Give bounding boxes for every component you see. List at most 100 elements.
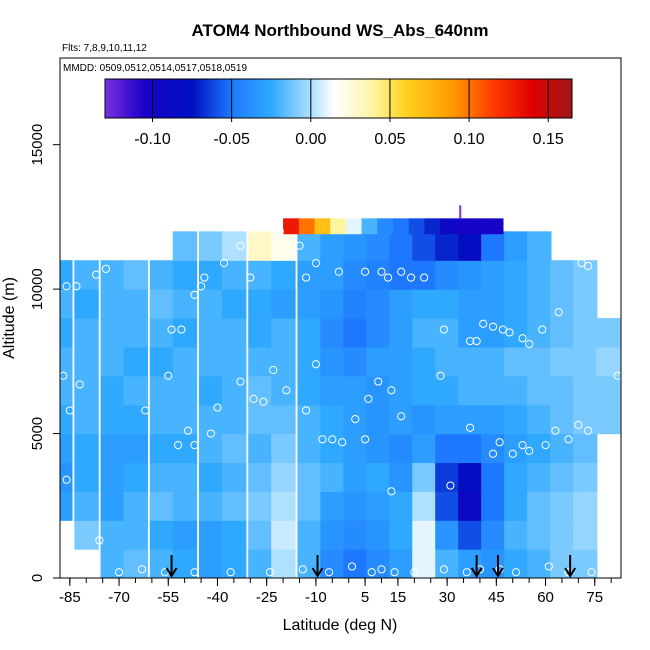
flight-point: [488, 322, 498, 331]
heatmap-cell: [320, 520, 345, 550]
y-tick-label: 10000: [29, 268, 46, 310]
heatmap-cell: [458, 260, 483, 290]
heatmap-cell: [248, 346, 273, 377]
heatmap-cell: [74, 375, 99, 406]
heatmap-cell: [271, 318, 296, 348]
flight-point: [439, 565, 448, 574]
y-axis-label: Altitude (m): [1, 277, 18, 359]
surface-arrow: [564, 555, 576, 578]
heatmap-cell: [343, 289, 368, 319]
flight-point: [338, 438, 347, 447]
heatmap-cell: [412, 375, 437, 406]
heatmap-cell: [74, 404, 99, 435]
heatmap-cell: [573, 260, 598, 290]
colorbar-tick-label: 0.10: [454, 131, 485, 148]
heatmap-cell: [550, 433, 575, 464]
heatmap-cell: [343, 318, 368, 348]
heatmap-cell: [100, 346, 126, 377]
flight-point: [607, 296, 616, 305]
heatmap-cell: [435, 520, 460, 550]
surface-arrow: [311, 555, 324, 578]
heatmap-cell: [320, 231, 345, 261]
flight-points: [60, 227, 621, 577]
heatmap-cell: [366, 289, 391, 319]
heatmap-cell: [199, 520, 224, 550]
heatmap-cell: [271, 404, 296, 435]
heatmap-cell: [412, 549, 437, 578]
heatmap-cell: [458, 404, 483, 435]
heatmap-cell: [412, 260, 437, 290]
heatmap-cell: [221, 491, 247, 521]
heatmap-cell: [123, 549, 148, 578]
heatmap-cell: [248, 433, 273, 464]
heatmap-cell: [60, 404, 73, 435]
heatmap-cell: [100, 491, 126, 521]
heatmap-cell: [550, 318, 575, 348]
heatmap-cell: [595, 404, 621, 435]
x-tick-label: -70: [108, 589, 130, 606]
heatmap-cell: [343, 520, 368, 550]
heatmap-cell: [320, 289, 345, 319]
heatmap-cell: [271, 549, 296, 578]
heatmap-cell: [343, 231, 368, 261]
heatmap-cell: [481, 375, 506, 406]
flight-point: [174, 441, 183, 450]
heatmap-cell: [74, 318, 99, 348]
heatmap-cell: [149, 289, 175, 319]
flight-point: [538, 325, 547, 334]
heatmap-cell: [389, 520, 414, 550]
heatmap-cell: [504, 404, 529, 435]
heatmap-cell: [389, 289, 414, 319]
heatmap-cell: [366, 433, 391, 464]
flight-point: [141, 406, 150, 415]
heatmap-cell: [527, 346, 552, 377]
heatmap-cell: [458, 462, 483, 492]
flight-point: [367, 568, 376, 577]
heatmap-cell: [199, 375, 224, 406]
heatmap-cell: [271, 433, 296, 464]
heatmap-cell: [481, 260, 506, 290]
heatmap-cell: [123, 375, 148, 406]
heatmap-cell: [320, 375, 345, 406]
heatmap-cell: [74, 346, 99, 377]
flight-point: [574, 420, 583, 429]
heatmap-cell: [60, 491, 73, 521]
heatmap-cell: [199, 260, 224, 290]
heatmap-cell: [435, 549, 460, 578]
heatmap-cell: [248, 289, 273, 319]
heatmap-cell: [149, 375, 175, 406]
heatmap-cell: [149, 520, 175, 550]
heatmap-cell: [504, 231, 529, 261]
heatmap-cell: [248, 549, 273, 578]
flight-point: [525, 446, 534, 455]
flight-point: [190, 290, 199, 299]
strip-cell: [440, 218, 457, 235]
flight-point: [551, 426, 560, 435]
heatmap-cell: [149, 433, 175, 464]
heatmap-cell: [412, 433, 437, 464]
heatmap-cell: [527, 462, 552, 492]
heatmap-cell: [412, 289, 437, 319]
heatmap-cell: [573, 491, 598, 521]
heatmap-cell: [199, 231, 224, 261]
heatmap-cell: [271, 231, 296, 261]
heatmap-cell: [550, 346, 575, 377]
flight-point: [544, 562, 553, 571]
flight-point: [226, 568, 235, 577]
x-tick-label: 45: [488, 589, 505, 606]
heatmap-cell: [389, 491, 414, 521]
flight-point: [406, 273, 416, 282]
colorbar-tick-label: 0.05: [374, 131, 405, 148]
heatmap-cell: [458, 520, 483, 550]
x-tick-label: -25: [256, 589, 278, 606]
heatmap-cell: [389, 433, 414, 464]
flight-point: [190, 441, 199, 450]
flight-point: [95, 536, 104, 545]
heatmap-cell: [366, 462, 391, 492]
heatmap-cell: [343, 491, 368, 521]
heatmap-cell: [74, 289, 99, 319]
flight-point: [472, 337, 481, 346]
heatmap-cell: [320, 433, 345, 464]
heatmap-cell: [366, 318, 391, 348]
heatmap-cell: [412, 346, 437, 377]
